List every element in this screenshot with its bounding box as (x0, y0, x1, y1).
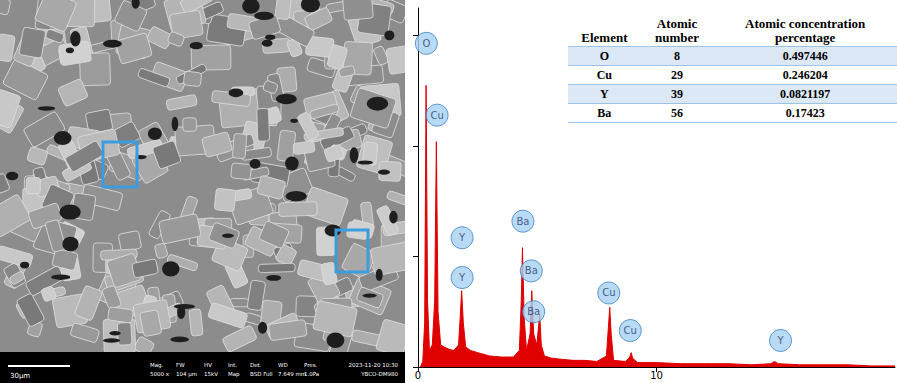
svg-text:15kV: 15kV (204, 371, 218, 377)
svg-text:Pres.: Pres. (304, 362, 318, 368)
svg-text:2023-11-20 10:30: 2023-11-20 10:30 (348, 362, 398, 368)
html-text:56: 56 (671, 105, 683, 120)
html-text:Cu: Cu (596, 67, 612, 82)
html-text:29: 29 (671, 67, 683, 82)
html-text:Y: Y (600, 86, 609, 101)
svg-text:Ba: Ba (516, 216, 529, 227)
svg-text:Cu: Cu (624, 325, 637, 336)
html-text:0.0821197: 0.0821197 (780, 86, 831, 101)
svg-text:Ba: Ba (525, 265, 538, 276)
svg-text:YBCO-DM980: YBCO-DM980 (360, 371, 398, 377)
svg-text:WD: WD (278, 362, 288, 368)
html-text:0.246204: 0.246204 (782, 67, 828, 82)
svg-text:Y: Y (458, 232, 466, 243)
html-text:Element: Element (581, 30, 628, 45)
html-text:0.17423: 0.17423 (785, 105, 825, 120)
svg-text:104 µm: 104 µm (176, 371, 197, 378)
svg-text:Y: Y (458, 272, 466, 283)
svg-text:Int.: Int. (228, 362, 237, 368)
html-text:Ba: Ba (597, 105, 612, 120)
svg-text:BSD Full: BSD Full (250, 371, 273, 377)
html-text:Atomic number: Atomic number (655, 16, 699, 45)
svg-text:O: O (422, 38, 430, 49)
svg-text:Det.: Det. (250, 362, 262, 368)
html-text:8: 8 (674, 48, 680, 63)
svg-text:HV: HV (204, 362, 212, 368)
svg-text:30µm: 30µm (10, 372, 30, 380)
svg-text:Map: Map (228, 371, 240, 378)
svg-text:Cu: Cu (602, 287, 615, 298)
svg-text:10: 10 (650, 370, 663, 381)
html-text:Atomic concentration percentag: Atomic concentration percentage (745, 16, 866, 45)
svg-text:5000 x: 5000 x (150, 371, 170, 377)
html-text:39: 39 (671, 86, 683, 101)
svg-text:7.649 mm: 7.649 mm (278, 371, 306, 377)
svg-text:Mag.: Mag. (150, 362, 164, 369)
svg-text:Y: Y (776, 335, 784, 346)
svg-text:FW: FW (176, 362, 185, 368)
svg-text:Ba: Ba (527, 306, 540, 317)
svg-text:1.0Pa: 1.0Pa (304, 371, 319, 377)
html-text:O: O (599, 48, 609, 63)
svg-text:Cu: Cu (430, 110, 443, 121)
svg-text:0: 0 (415, 370, 421, 381)
html-text:0.497446: 0.497446 (782, 48, 828, 63)
